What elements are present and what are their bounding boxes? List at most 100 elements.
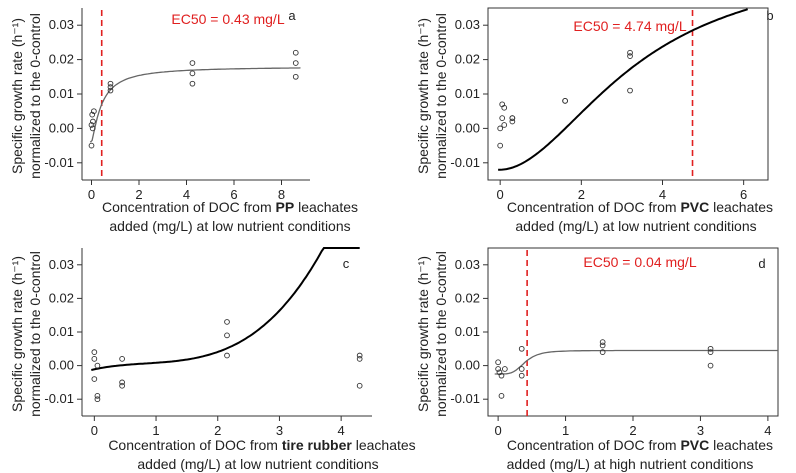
data-point [562,98,568,104]
x-axis-label-suffix: leachates [709,199,773,215]
y-axis-label-line2: normalized to the 0-control [433,251,449,417]
data-point [356,356,363,362]
panel-letter: d [758,256,765,271]
panel-d: -0.01 0.00 0.01 0.02 0.03 0 1 2 3 4 Specific growt… [415,247,779,472]
data-point [707,362,714,369]
x-tick-label: 4 [659,187,666,202]
fit-curve [91,247,360,371]
y-axis-label-line1: Specific growth rate (h⁻¹) [415,256,431,412]
x-axis-label-suffix: leachates [709,437,773,453]
data-point [495,366,501,372]
data-point [224,352,230,359]
data-point [509,118,516,125]
x-tick-label: 6 [230,187,237,202]
data-point [224,319,230,325]
x-axis-label-line1: Concentration of DOC from PVC leachates [507,199,773,215]
y-tick-label: 0.02 [49,52,74,67]
data-point [91,349,98,356]
x-tick-label: 4 [338,423,345,438]
y-tick-label: 0.02 [455,290,480,305]
fit-curve [494,349,778,375]
x-tick-label: 3 [276,423,283,438]
data-point [94,362,101,369]
x-tick-label: 2 [578,187,585,202]
y-axis-label-line2: normalized to the 0-control [27,251,43,417]
y-tick-label: -0.01 [450,391,480,406]
x-axis-label-line1: Concentration of DOC from PP leachates [102,199,358,215]
x-tick-label: 8 [278,187,285,202]
data-point [107,87,114,94]
y-tick-label: 0.03 [455,257,480,272]
y-axis-label-line1: Specific growth rate (h⁻¹) [9,18,25,174]
y-tick-label: 0.03 [49,17,74,32]
fit-curve [89,67,301,143]
data-point [495,359,501,366]
data-point [599,349,606,356]
x-axis-label-bold: PP [276,199,295,215]
data-point [91,356,98,362]
data-point [518,345,525,352]
y-tick-label: -0.01 [44,391,74,406]
data-point [89,111,96,118]
y-tick-label: 0.01 [49,324,74,339]
y-tick-label: 0.01 [455,86,480,101]
data-point [356,382,363,389]
y-axis-label-line2: normalized to the 0-control [433,13,449,179]
panel-letter: c [343,256,350,271]
data-point [107,80,114,87]
x-tick-label: 1 [152,423,159,438]
data-point [599,342,606,349]
x-tick-label: 2 [214,423,221,438]
data-point [498,392,505,399]
y-axis-label-line1: Specific growth rate (h⁻¹) [9,256,25,412]
x-tick-label: 1 [562,423,569,438]
data-point [90,118,96,125]
data-point [189,60,196,66]
y-tick-label: 0.00 [455,120,480,135]
plot-frame [487,247,779,417]
y-axis-label-line2: normalized to the 0-control [27,13,43,179]
x-axis-label-prefix: Concentration of DOC from [108,437,282,453]
data-point [509,115,516,121]
x-axis-label-line2: added (mg/L) at high nutrient conditions [507,456,754,472]
y-axis-label-line1: Specific growth rate (h⁻¹) [415,18,431,174]
y-axis-label: Specific growth rate (h⁻¹) normalized to … [9,251,43,417]
data-point [94,396,101,403]
y-tick-label: 0.00 [49,120,74,135]
data-point [707,349,714,356]
data-point [88,122,95,128]
data-point [502,366,508,372]
data-point [107,84,114,90]
data-point [119,382,125,389]
data-point [292,49,299,56]
data-point [499,115,506,121]
panel-b: -0.01 0.00 0.01 0.02 0.03 0 2 4 6 Specific growth… [415,7,774,234]
x-tick-label: 4 [764,423,771,438]
x-axis-label-bold: PVC [680,199,709,215]
y-tick-label: 0.02 [49,290,74,305]
data-point [224,332,230,339]
x-tick-label: 6 [740,187,747,202]
y-tick-label: 0.01 [455,324,480,339]
x-tick-label: 0 [91,423,98,438]
ec50-label: EC50 = 4.74 mg/L [573,18,686,34]
y-tick-label: 0.03 [49,257,74,272]
data-point [94,392,101,399]
y-axis-label: Specific growth rate (h⁻¹) normalized to … [415,13,449,179]
x-axis-label-suffix: leachates [352,437,416,453]
x-axis-label-line1: Concentration of DOC from PVC leachates [507,437,773,453]
data-point [189,70,196,77]
y-tick-label: -0.01 [44,155,74,170]
x-axis-label-bold: tire rubber [282,437,353,453]
data-point [518,372,525,379]
data-point [501,104,508,111]
data-point [292,60,299,66]
y-axis-label: Specific growth rate (h⁻¹) normalized to … [415,251,449,417]
x-axis-label-prefix: Concentration of DOC from [507,199,681,215]
data-point [627,87,633,94]
data-point [518,366,525,372]
x-tick-label: 0 [88,187,95,202]
x-axis-label-prefix: Concentration of DOC from [507,437,681,453]
y-tick-label: 0.02 [455,52,480,67]
x-axis-label-prefix: Concentration of DOC from [102,199,276,215]
